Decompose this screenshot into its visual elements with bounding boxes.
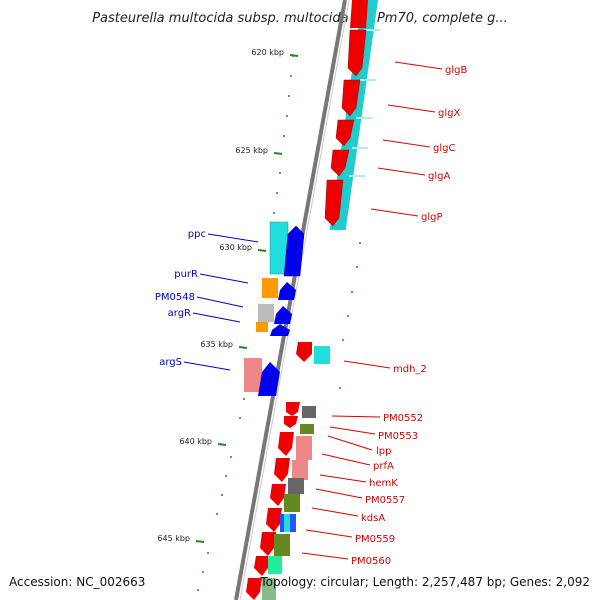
- topology-text: Topology: circular; Length: 2,257,487 bp…: [259, 575, 590, 589]
- gene-arrow-glgA: [330, 149, 350, 177]
- gene-arrow-prfA: [274, 458, 290, 482]
- forward-gene-arrows-upper: [324, 0, 368, 227]
- gene-label-PM0548: PM0548: [155, 292, 195, 303]
- gene-label-PM0559: PM0559: [355, 534, 395, 545]
- tick-mark: [289, 54, 299, 57]
- gene-arrow-kdsA: [260, 532, 276, 556]
- gene-label-PM0553: PM0553: [378, 431, 418, 442]
- gene-arrow-hemK: [270, 484, 286, 506]
- gene-arrow-PM0553: [284, 416, 298, 428]
- tick-mark: [217, 443, 227, 446]
- gene-arrow-ppc: [283, 225, 305, 277]
- forward-gene-labels: glgB glgX glgC glgA glgP mdh_2 PM0552 PM…: [301, 61, 467, 567]
- gene-arrow-lpp: [278, 432, 294, 456]
- gene-block-mdh_2: [314, 346, 330, 364]
- gene-label-glgB: glgB: [445, 65, 467, 76]
- gene-arrow-argS: [258, 362, 280, 396]
- gene-arrow-PM0560: [246, 578, 262, 600]
- gene-label-purR: purR: [174, 269, 198, 280]
- gene-label-glgP: glgP: [421, 212, 443, 223]
- tick-label: 620 kbp: [251, 48, 284, 57]
- tick-mark: [273, 152, 283, 155]
- map-title: Pasteurella multocida subsp. multocida s…: [92, 11, 508, 26]
- gene-arrow-PM0559: [254, 556, 270, 576]
- forward-gene-arrows-lower: [246, 342, 330, 600]
- gene-block-PM0548: [258, 304, 274, 322]
- scale-ticks: 620 kbp 625 kbp 630 kbp 635 kbp 640 kbp …: [157, 48, 299, 543]
- gene-label-ppc: ppc: [188, 229, 206, 240]
- tick-mark: [195, 540, 205, 543]
- gene-label-PM0560: PM0560: [351, 556, 391, 567]
- tick-label: 645 kbp: [157, 534, 190, 543]
- gene-label-glgA: glgA: [428, 171, 450, 182]
- tick-mark: [257, 249, 267, 252]
- gene-arrow-PM0548: [274, 306, 292, 324]
- gene-label-glgX: glgX: [438, 108, 460, 119]
- gene-arrow-purR: [278, 282, 296, 300]
- tick-mark: [238, 346, 248, 349]
- gene-arrow-glgX: [341, 79, 361, 117]
- gene-label-glgC: glgC: [433, 143, 455, 154]
- reverse-gene-labels: ppc purR PM0548 argR argS: [155, 229, 259, 371]
- gene-label-argR: argR: [168, 308, 191, 319]
- gene-arrow-glgC: [335, 119, 355, 147]
- gene-label-kdsA: kdsA: [361, 513, 385, 524]
- gene-arrow-argR: [270, 324, 290, 336]
- gene-arrow-glgP: [324, 179, 344, 227]
- gene-arrow-PM0552: [286, 402, 300, 416]
- tick-label: 640 kbp: [179, 437, 212, 446]
- accession-text: Accession: NC_002663: [9, 575, 145, 589]
- outer-dotted-guide: [339, 242, 361, 389]
- reverse-gene-arrows: [244, 221, 305, 396]
- gene-arrow-glgB: [347, 29, 367, 77]
- gene-label-prfA: prfA: [373, 461, 394, 472]
- gene-label-PM0557: PM0557: [365, 495, 405, 506]
- gene-block-argR: [256, 322, 268, 332]
- gene-block-argS: [244, 358, 262, 392]
- tick-label: 625 kbp: [235, 146, 268, 155]
- gene-arrow-mdh_2: [296, 342, 312, 362]
- gene-label-hemK: hemK: [369, 478, 398, 489]
- gene-arrow-PM0557: [266, 508, 282, 532]
- tick-label: 630 kbp: [219, 243, 252, 252]
- tick-label: 635 kbp: [200, 340, 233, 349]
- gene-label-mdh_2: mdh_2: [393, 364, 427, 375]
- gene-label-lpp: lpp: [376, 446, 391, 457]
- gene-label-argS: argS: [159, 357, 182, 368]
- gene-label-PM0552: PM0552: [383, 413, 423, 424]
- gene-block-purR: [262, 278, 278, 298]
